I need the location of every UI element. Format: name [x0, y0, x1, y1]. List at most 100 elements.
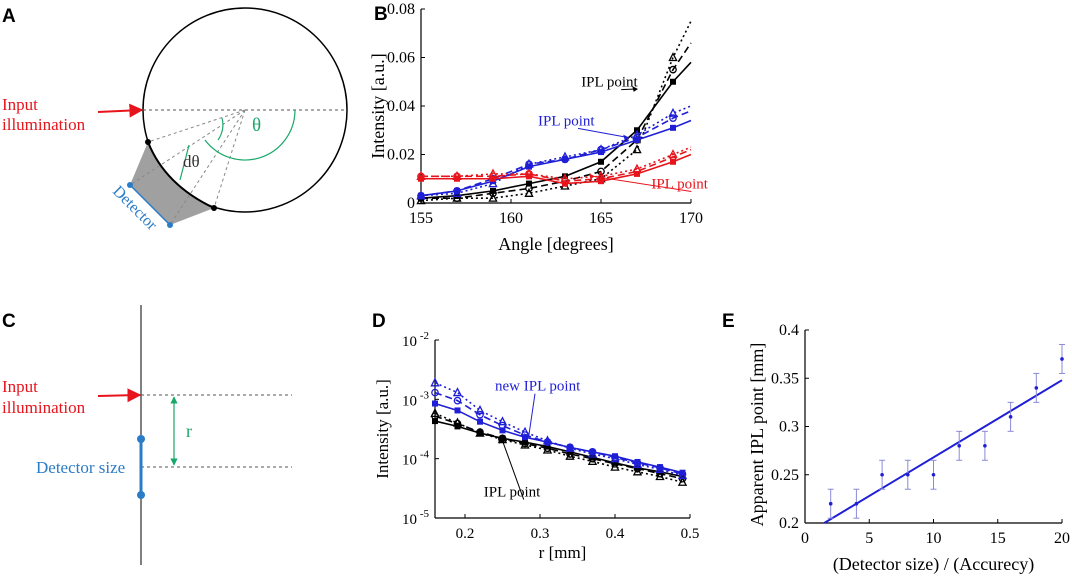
e-point-8 — [1034, 386, 1039, 390]
chart-d: 0.2 0.3 0.4 0.510-510-410-310 -2r [mm]Intens… — [373, 330, 699, 562]
d-annotation-head-0 — [524, 433, 530, 439]
b-point-black-dashed-3 — [525, 184, 533, 193]
d-point-blue-dotted-3 — [497, 416, 508, 426]
d-point-black-dotted-10 — [655, 471, 665, 481]
d-ytick-exp-3: -2 — [420, 330, 429, 342]
b-xtick-label-3: 170 — [679, 210, 703, 227]
panel-label-c: C — [2, 311, 16, 332]
e-xtick-label-0: 0 — [801, 530, 809, 547]
b-point-red-dotted-3 — [524, 168, 534, 178]
e-ytick-label-2: 0.3 — [779, 419, 799, 436]
b-point-red-dotted-1 — [452, 170, 462, 180]
e-ytick-label-1: 0.25 — [771, 467, 799, 484]
arc-endpoint-2 — [211, 205, 217, 211]
e-point-4 — [931, 472, 936, 477]
panel-label-b: B — [374, 4, 388, 25]
b-series-blue-dotted — [420, 105, 692, 197]
b-annotation-1: IPL point — [538, 113, 595, 129]
d-series-black-dotted — [434, 412, 683, 484]
d-point-blue-dotted-1 — [452, 387, 463, 397]
b-point-red-dotted-5 — [596, 170, 606, 180]
d-annotation-1: IPL point — [484, 485, 541, 501]
b-point-red-solid-6 — [634, 170, 640, 177]
d-point-blue-dotted-6 — [565, 442, 575, 452]
ray-line-4 — [169, 109, 246, 226]
b-point-red-dotted-4 — [560, 173, 570, 183]
dtheta-label: dθ — [183, 152, 200, 171]
d-xtick-label-1: 0.3 — [531, 526, 550, 542]
d-annotation-0: new IPL point — [495, 379, 581, 395]
d-ytick-exp-1: -4 — [420, 449, 430, 461]
b-ytick-label-4: 0.08 — [387, 1, 415, 18]
d-annotation-leader-1 — [502, 440, 525, 500]
d-series-blue-solid — [434, 402, 683, 474]
e-xtick-label-1: 5 — [865, 530, 873, 547]
dtheta-arc-1 — [217, 117, 224, 141]
d-point-black-dotted-4 — [520, 439, 530, 449]
e-ylabel: Apparent IPL point [mm] — [747, 343, 767, 527]
d-point-blue-dashed-3 — [498, 421, 507, 430]
detector-arc — [147, 141, 215, 209]
b-point-black-dotted-3 — [524, 187, 534, 197]
b-xtick-label-0: 155 — [409, 210, 433, 227]
b-annotation-0: IPL point — [581, 75, 638, 91]
panel-c: C r Detector size Input illumination — [2, 305, 292, 565]
d-point-black-dotted-9 — [632, 466, 643, 476]
b-ytick-label-3: 0.06 — [387, 50, 415, 67]
input-arrow-c — [97, 388, 142, 403]
panel-label-e: E — [722, 311, 735, 332]
d-point-black-dashed-1 — [453, 419, 462, 428]
detector-size-end-2 — [137, 491, 145, 499]
b-point-blue-dotted-5 — [596, 144, 606, 154]
e-point-1 — [854, 501, 859, 506]
detector-size-end-1 — [137, 435, 145, 443]
b-annotation-head-1 — [623, 134, 629, 141]
b-annotation-head-2 — [589, 173, 595, 180]
input-label-line2: illumination — [2, 115, 86, 134]
b-point-blue-dashed-7 — [669, 114, 677, 122]
d-point-blue-dotted-11 — [677, 470, 688, 480]
b-point-black-dotted-1 — [452, 192, 462, 202]
d-point-black-solid-0 — [432, 418, 438, 425]
e-xlabel: (Detector size) / (Accurecy) — [833, 554, 1034, 575]
detector-line — [129, 184, 171, 226]
d-point-black-dotted-8 — [610, 461, 620, 471]
theta-label: θ — [252, 115, 261, 136]
panel-label-d: D — [372, 311, 386, 332]
e-point-2 — [880, 472, 884, 477]
e-xtick-label-2: 10 — [926, 530, 942, 547]
b-point-black-solid-3 — [526, 180, 532, 187]
d-ytick-exp-2: -3 — [420, 389, 430, 401]
input-arrow — [97, 103, 144, 118]
b-point-red-solid-2 — [490, 175, 496, 182]
d-point-blue-dotted-10 — [655, 463, 665, 474]
b-point-black-dotted-7 — [668, 52, 678, 62]
d-ytick-label-3: 10 — [402, 334, 417, 350]
d-point-blue-solid-9 — [634, 458, 641, 465]
e-ytick-label-0: 0.2 — [779, 515, 799, 532]
e-point-7 — [1008, 415, 1013, 419]
b-point-blue-dotted-4 — [560, 151, 570, 161]
b-annotation-leader-1 — [577, 127, 629, 139]
d-point-black-dotted-3 — [497, 434, 508, 444]
d-xtick-label-2: 0.4 — [606, 526, 625, 542]
d-point-black-dotted-7 — [587, 455, 598, 466]
d-point-black-dotted-1 — [452, 417, 463, 427]
input-label-line1: Input — [2, 95, 38, 114]
b-point-blue-dotted-3 — [524, 158, 534, 168]
d-point-black-solid-2 — [477, 430, 483, 437]
chart-e: 0 5 10 15 20 0.2 0.25 0.3 0.35 0.4 (Detector size)… — [747, 322, 1070, 575]
e-point-6 — [983, 444, 987, 448]
b-ytick-label-0: 0 — [407, 195, 415, 212]
b-point-red-dotted-2 — [488, 168, 498, 178]
e-point-3 — [906, 472, 910, 477]
e-point-9 — [1060, 357, 1064, 361]
b-ylabel: Intensity [a.u.] — [368, 53, 388, 158]
b-point-red-solid-5 — [598, 178, 604, 185]
detector-endpoint-2 — [167, 222, 173, 228]
b-annotation-2: IPL point — [651, 176, 708, 192]
b-xtick-label-2: 165 — [589, 210, 613, 227]
b-point-blue-dotted-7 — [668, 107, 678, 117]
b-point-blue-solid-6 — [634, 136, 640, 143]
